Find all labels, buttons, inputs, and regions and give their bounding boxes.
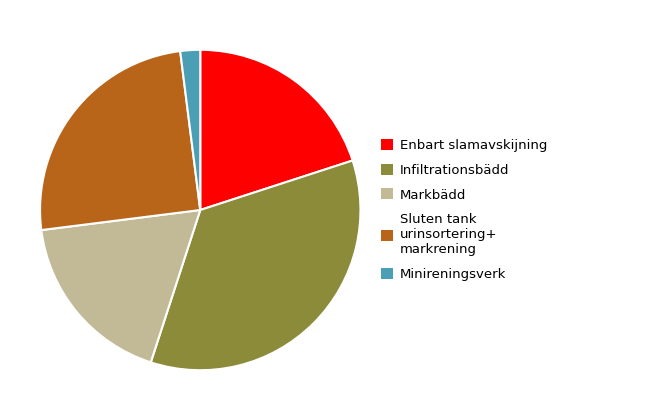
Wedge shape [180,50,200,210]
Wedge shape [41,210,200,362]
Legend: Enbart slamavskijning, Infiltrationsbädd, Markbädd, Sluten tank
urinsortering+
m: Enbart slamavskijning, Infiltrationsbädd… [381,139,547,281]
Wedge shape [200,50,353,210]
Wedge shape [40,51,200,230]
Wedge shape [151,160,360,370]
